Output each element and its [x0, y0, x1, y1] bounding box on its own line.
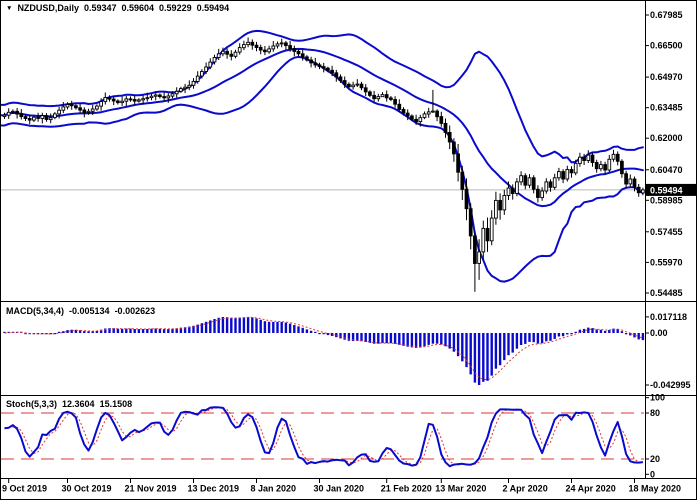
time-axis-label: 21 Feb 2020	[381, 484, 432, 494]
macd-main-value: -0.005134	[69, 306, 110, 316]
ohlc-low: 0.59229	[159, 3, 192, 13]
time-axis-label: 13 Mar 2020	[435, 484, 486, 494]
candle-wicks	[4, 37, 644, 292]
macd-signal-line	[4, 316, 644, 381]
macd-axis-label: -0.042995	[650, 380, 691, 390]
price-axis-label: 0.58985	[650, 195, 683, 205]
collapse-chart-icon[interactable]: ▼	[6, 5, 13, 12]
svg-text:0.59494: 0.59494	[650, 185, 683, 195]
price-axis[interactable]: 0.67985 0.66500 0.64970 0.63485 0.62000 0.604…	[645, 10, 683, 298]
stoch-k-value: 12.3604	[62, 399, 95, 409]
time-axis-label: 30 Jan 2020	[314, 484, 365, 494]
price-axis-label: 0.57455	[650, 227, 683, 237]
stoch-k-line	[4, 406, 644, 468]
bollinger-middle-band	[0, 47, 644, 208]
bollinger-lower-band	[0, 55, 644, 283]
time-axis-label: 24 Apr 2020	[566, 484, 616, 494]
stoch-axis-label: 80	[650, 408, 660, 418]
ohlc-open: 0.59347	[83, 3, 117, 13]
macd-label: MACD(5,34,4)	[6, 306, 65, 316]
price-axis-label: 0.62000	[650, 133, 683, 143]
stoch-d-value: 15.1508	[99, 399, 133, 409]
candles-layer	[2, 41, 645, 264]
current-price-tag: 0.59494	[646, 183, 697, 196]
macd-signal-value: -0.002623	[114, 306, 156, 316]
macd-histogram	[3, 316, 645, 385]
price-axis-label: 0.66500	[650, 41, 683, 51]
time-axis-label: 21 Nov 2019	[125, 484, 177, 494]
time-axis-label: 9 Oct 2019	[2, 484, 47, 494]
ohlc-close: 0.59494	[196, 3, 230, 13]
time-axis-label: 8 Jan 2020	[251, 484, 297, 494]
macd-panel-title: MACD(5,34,4) -0.005134 -0.002623	[6, 306, 155, 316]
time-axis[interactable]: 9 Oct 2019 30 Oct 2019 21 Nov 2019 13 Dec 2…	[2, 478, 682, 494]
stoch-panel-title: Stoch(5,3,3) 12.3604 15.1508	[6, 399, 132, 409]
time-axis-label: 18 May 2020	[629, 484, 682, 494]
stoch-axis[interactable]: 100 80 20 0	[645, 393, 666, 480]
price-axis-label: 0.55970	[650, 257, 683, 267]
macd-axis-label: 0.00	[650, 328, 668, 338]
macd-axis[interactable]: 0.017118 0.00 -0.042995	[645, 312, 691, 390]
time-axis-label: 13 Dec 2019	[188, 484, 240, 494]
stoch-axis-label: 0	[650, 469, 655, 479]
stoch-label: Stoch(5,3,3)	[6, 399, 58, 409]
price-axis-label: 0.67985	[650, 10, 683, 20]
chart-title: ▼ NZDUSD,Daily 0.59347 0.59604 0.59229 0.5949…	[6, 3, 229, 13]
price-axis-label: 0.60470	[650, 165, 683, 175]
time-axis-label: 30 Oct 2019	[62, 484, 112, 494]
macd-axis-label: 0.017118	[650, 312, 687, 322]
stoch-axis-label: 20	[650, 454, 660, 464]
price-axis-label: 0.54485	[650, 288, 683, 298]
symbol-timeframe-label: NZDUSD,Daily	[17, 3, 79, 13]
price-axis-label: 0.64970	[650, 72, 683, 82]
ohlc-high: 0.59604	[121, 3, 155, 13]
bollinger-upper-band	[0, 29, 644, 164]
price-axis-label: 0.63485	[650, 103, 683, 113]
stoch-d-line	[4, 406, 643, 466]
time-axis-label: 2 Apr 2020	[503, 484, 548, 494]
stoch-axis-label: 100	[650, 393, 665, 403]
